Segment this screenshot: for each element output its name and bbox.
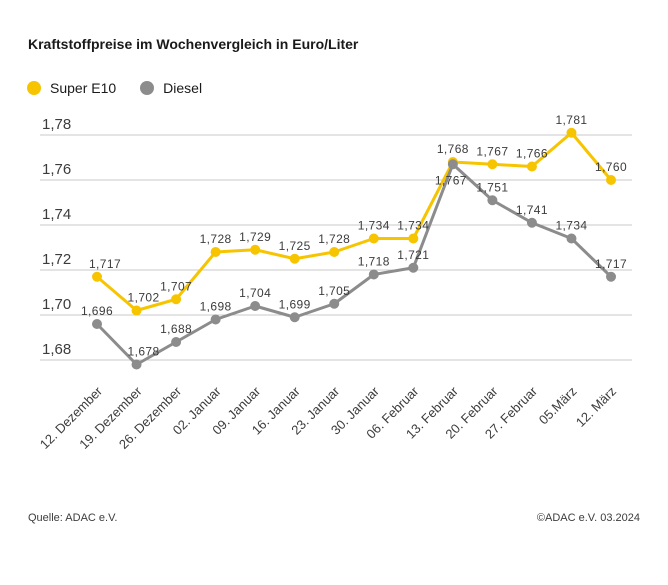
data-point-label: 1,707 [160, 279, 192, 293]
diesel-dot-icon [140, 81, 155, 95]
data-point-label: 1,766 [516, 147, 548, 161]
legend-item-super-e10: Super E10 [27, 80, 116, 96]
y-axis-label: 1,70 [42, 296, 71, 313]
data-point [408, 262, 419, 273]
legend: Super E10 Diesel [27, 80, 202, 96]
data-point-label: 1,717 [89, 257, 121, 271]
data-point-label: 1,767 [435, 173, 467, 187]
data-point [210, 247, 221, 257]
x-axis-label: 12. März [573, 384, 619, 430]
y-axis-label: 1,76 [42, 161, 71, 178]
data-point-label: 1,734 [555, 219, 587, 233]
data-point [171, 337, 182, 347]
legend-item-diesel: Diesel [140, 80, 202, 96]
y-axis-label: 1,72 [42, 251, 71, 268]
data-point-label: 1,728 [200, 232, 232, 246]
data-point [606, 271, 617, 282]
data-point [368, 233, 379, 244]
data-point-label: 1,760 [595, 160, 627, 174]
data-point-label: 1,728 [318, 232, 350, 246]
super-e10-dot-icon [27, 81, 41, 95]
data-point [408, 233, 419, 244]
data-point [566, 233, 577, 244]
series-line-super-e10 [95, 131, 613, 312]
data-point-label: 1,702 [128, 291, 160, 305]
data-point [92, 271, 102, 282]
data-point [526, 161, 537, 172]
data-point-label: 1,721 [397, 248, 429, 262]
data-point-label: 1,751 [476, 180, 508, 194]
data-point [487, 195, 498, 206]
data-point [368, 269, 379, 280]
data-point-label: 1,734 [397, 219, 429, 233]
data-point [329, 247, 340, 257]
data-point-label: 1,705 [318, 284, 350, 298]
data-point [329, 298, 340, 309]
data-point-label: 1,688 [160, 322, 192, 336]
data-point [289, 253, 300, 264]
data-point-label: 1,734 [358, 219, 390, 233]
y-axis-label: 1,78 [42, 116, 71, 133]
data-point [131, 359, 142, 370]
data-point-label: 1,725 [279, 239, 311, 253]
copyright-note: ©ADAC e.V. 03.2024 [536, 512, 640, 524]
legend-label-diesel: Diesel [163, 80, 203, 96]
y-axis-label: 1,68 [42, 341, 71, 358]
data-point [250, 301, 261, 311]
series-line-diesel [95, 162, 613, 366]
data-point [487, 159, 498, 170]
data-point-label: 1,718 [358, 255, 390, 269]
data-point-label: 1,704 [239, 286, 271, 300]
data-point [526, 217, 537, 228]
data-point-label: 1,698 [200, 300, 232, 314]
data-point-label: 1,699 [279, 297, 311, 311]
data-point [606, 175, 617, 185]
data-point-label: 1,781 [555, 113, 587, 127]
legend-label-super-e10: Super E10 [50, 80, 117, 96]
data-point-label: 1,767 [476, 144, 508, 158]
source-note: Quelle: ADAC e.V. [28, 512, 118, 524]
data-point [447, 159, 458, 170]
y-axis-label: 1,74 [42, 206, 71, 223]
data-point [92, 319, 102, 329]
data-point [210, 314, 221, 325]
data-point-label: 1,741 [516, 203, 548, 217]
data-point [171, 294, 182, 305]
data-point [566, 127, 577, 138]
data-point [289, 312, 300, 323]
data-point-label: 1,678 [128, 345, 160, 359]
data-point-label: 1,696 [81, 304, 113, 318]
data-point-label: 1,717 [595, 257, 627, 271]
data-point [250, 244, 261, 255]
data-point-label: 1,729 [239, 230, 271, 244]
data-point [131, 305, 142, 316]
data-point-label: 1,768 [437, 142, 469, 156]
chart-title: Kraftstoffpreise im Wochenvergleich in E… [28, 36, 359, 52]
